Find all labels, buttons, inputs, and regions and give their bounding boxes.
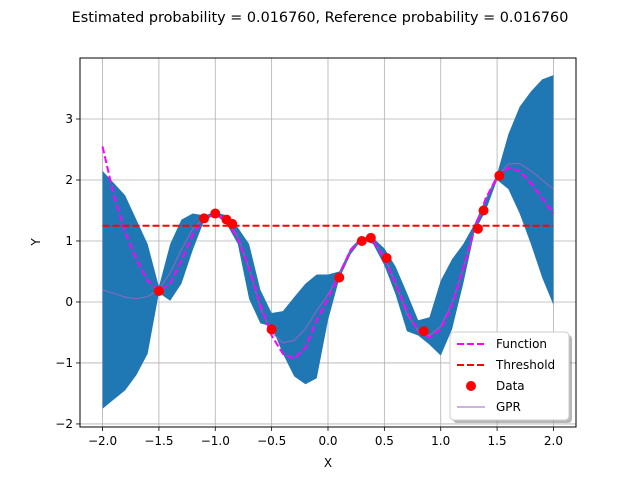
data-point [381, 253, 392, 264]
data-point [334, 272, 345, 283]
data-point [199, 213, 209, 224]
data-point [227, 218, 238, 229]
y-tick-label: −1 [55, 356, 73, 370]
chart-title: Estimated probability = 0.016760, Refere… [72, 10, 569, 26]
legend-box [449, 331, 570, 421]
data-point [478, 205, 489, 216]
data-point [356, 235, 367, 246]
data-point [210, 208, 221, 219]
x-tick-label: 2.0 [544, 434, 563, 448]
data-point [418, 326, 429, 337]
x-tick-label: −0.5 [257, 434, 286, 448]
function-line [101, 146, 555, 360]
x-axis-ticks: −2.0 −1.5 −1.0 −0.5 0.0 0.5 1.0 1.5 2.0 [88, 427, 563, 448]
legend-data-swatch [466, 381, 476, 391]
x-tick-label: 0.5 [375, 434, 394, 448]
x-axis-label: X [324, 456, 332, 470]
legend-gpr-label: GPR [496, 400, 521, 414]
y-axis-ticks: −2 −1 0 1 2 3 [55, 112, 80, 431]
x-tick-label: −2.0 [88, 434, 117, 448]
y-tick-label: −2 [55, 417, 73, 431]
y-axis-label: Y [29, 238, 43, 247]
data-point [266, 324, 277, 335]
x-tick-label: −1.0 [201, 434, 230, 448]
legend-data-label: Data [496, 379, 525, 393]
data-point [494, 170, 505, 181]
y-tick-label: 1 [65, 234, 73, 248]
data-point [472, 223, 483, 234]
y-tick-label: 2 [65, 173, 73, 187]
legend: Function Threshold Data GPR [449, 331, 572, 423]
x-tick-label: −1.5 [144, 434, 173, 448]
data-point [153, 285, 164, 296]
data-points-layer [153, 170, 505, 337]
x-tick-label: 0.0 [318, 434, 337, 448]
legend-function-label: Function [496, 337, 547, 351]
y-tick-label: 3 [65, 112, 73, 126]
y-tick-label: 0 [65, 295, 73, 309]
data-point [365, 232, 376, 243]
legend-threshold-label: Threshold [495, 358, 555, 372]
x-tick-label: 1.5 [488, 434, 507, 448]
x-tick-label: 1.0 [431, 434, 450, 448]
